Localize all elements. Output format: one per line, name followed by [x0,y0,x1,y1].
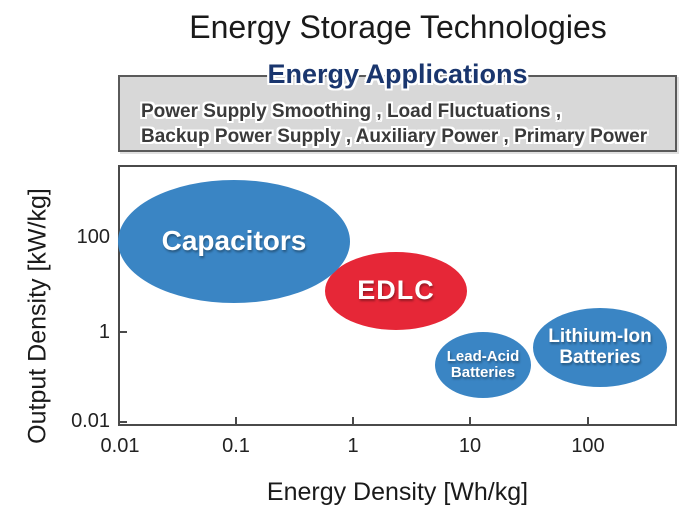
bubble-capacitors-label: Capacitors [161,225,307,257]
x-tick-mark-100 [587,417,589,424]
y-tick-label-0.01: 0.01 [71,410,110,432]
plot-area: EDLC Capacitors Lead-Acid Batteries Lith… [118,165,677,426]
bubble-lithium-ion-label-line1: Lithium-Ion [548,325,652,347]
bubble-edlc-label: EDLC [357,275,435,306]
plot-inner: EDLC Capacitors Lead-Acid Batteries Lith… [118,167,675,424]
bubble-capacitors: Capacitors [118,180,350,303]
y-axis-title: Output Density [kW/kg] [23,188,52,444]
bubble-lead-acid-batteries: Lead-Acid Batteries [435,332,531,398]
y-tick-mark-1 [120,331,127,333]
x-tick-label-10: 10 [458,435,482,457]
x-tick-mark-10 [469,417,471,424]
page-title: Energy Storage Technologies [189,9,607,45]
y-tick-label-1: 1 [98,321,110,343]
bubble-lithium-ion-batteries: Lithium-Ion Batteries [533,308,667,387]
x-tick-mark-0.1 [235,417,237,424]
x-tick-label-0.1: 0.1 [222,435,250,457]
y-tick-mark-0.01 [120,421,127,423]
x-axis-title: Energy Density [Wh/kg] [266,478,529,506]
bubble-lithium-ion-label-line2: Batteries [559,346,641,368]
x-tick-label-1: 1 [347,435,359,457]
energy-applications-heading: Energy Applications [267,59,528,89]
applications-text-line-2: Backup Power Supply , Auxiliary Power , … [141,126,648,147]
bubble-lead-acid-label-line1: Lead-Acid [446,347,520,365]
applications-text-line-1: Power Supply Smoothing , Load Fluctuatio… [141,101,562,122]
y-tick-label-100: 100 [76,226,110,248]
bubble-lead-acid-label-line2: Batteries [450,364,516,381]
x-tick-label-0.01: 0.01 [100,435,140,457]
bubble-edlc: EDLC [325,252,467,330]
x-tick-label-100: 100 [571,435,605,457]
energy-applications-box [118,75,677,152]
x-tick-mark-1 [352,417,354,424]
